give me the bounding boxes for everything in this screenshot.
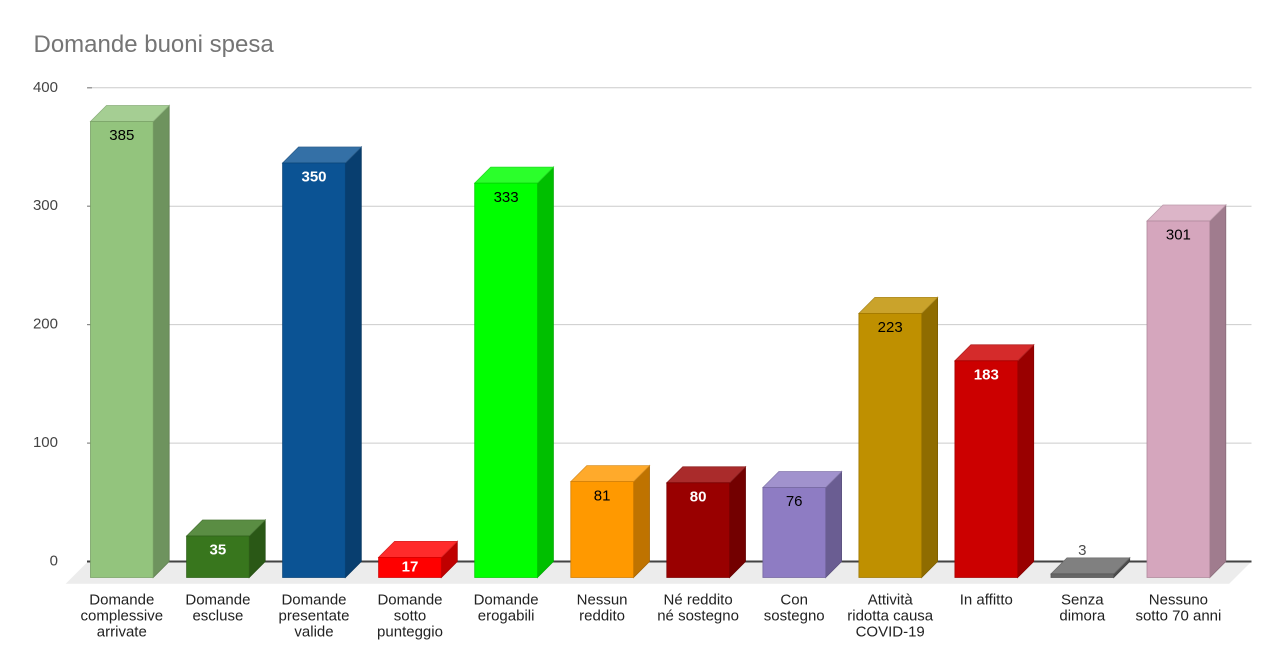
svg-text:76: 76 <box>786 493 803 510</box>
svg-text:punteggio: punteggio <box>377 623 443 640</box>
svg-text:0: 0 <box>50 553 58 570</box>
svg-text:Con: Con <box>780 591 808 608</box>
svg-text:erogabili: erogabili <box>478 607 535 624</box>
svg-text:In affitto: In affitto <box>960 591 1013 608</box>
svg-text:100: 100 <box>33 434 58 451</box>
svg-text:301: 301 <box>1166 227 1191 244</box>
svg-text:81: 81 <box>594 487 611 504</box>
svg-text:333: 333 <box>494 189 519 206</box>
svg-text:COVID-19: COVID-19 <box>856 623 925 640</box>
svg-text:presentate: presentate <box>279 607 350 624</box>
svg-text:Né reddito: Né reddito <box>663 591 732 608</box>
svg-text:arrivate: arrivate <box>97 623 147 640</box>
svg-text:223: 223 <box>878 319 903 336</box>
svg-text:né sostegno: né sostegno <box>657 607 739 624</box>
svg-text:Nessun: Nessun <box>577 591 628 608</box>
svg-text:200: 200 <box>33 316 58 333</box>
svg-text:Domande: Domande <box>377 591 442 608</box>
svg-text:sotto: sotto <box>394 607 427 624</box>
svg-text:17: 17 <box>402 559 419 576</box>
svg-text:300: 300 <box>33 197 58 214</box>
svg-text:dimora: dimora <box>1059 607 1106 624</box>
svg-text:35: 35 <box>210 542 227 559</box>
svg-text:183: 183 <box>974 367 999 384</box>
svg-text:sostegno: sostegno <box>764 607 825 624</box>
svg-text:Attività: Attività <box>868 591 914 608</box>
svg-text:3: 3 <box>1078 542 1086 559</box>
svg-text:400: 400 <box>33 79 58 96</box>
svg-text:complessive: complessive <box>81 607 164 624</box>
svg-text:valide: valide <box>294 623 333 640</box>
svg-text:Domande: Domande <box>281 591 346 608</box>
svg-text:385: 385 <box>109 127 134 144</box>
svg-text:ridotta causa: ridotta causa <box>847 607 934 624</box>
svg-text:Domande buoni spesa: Domande buoni spesa <box>34 31 275 58</box>
svg-text:Domande: Domande <box>89 591 154 608</box>
svg-text:350: 350 <box>301 169 326 186</box>
svg-text:Domande: Domande <box>185 591 250 608</box>
svg-text:sotto 70 anni: sotto 70 anni <box>1135 607 1221 624</box>
svg-text:reddito: reddito <box>579 607 625 624</box>
svg-text:Domande: Domande <box>474 591 539 608</box>
svg-text:Senza: Senza <box>1061 591 1104 608</box>
svg-text:80: 80 <box>690 489 707 506</box>
svg-text:Nessuno: Nessuno <box>1149 591 1208 608</box>
svg-text:escluse: escluse <box>192 607 243 624</box>
